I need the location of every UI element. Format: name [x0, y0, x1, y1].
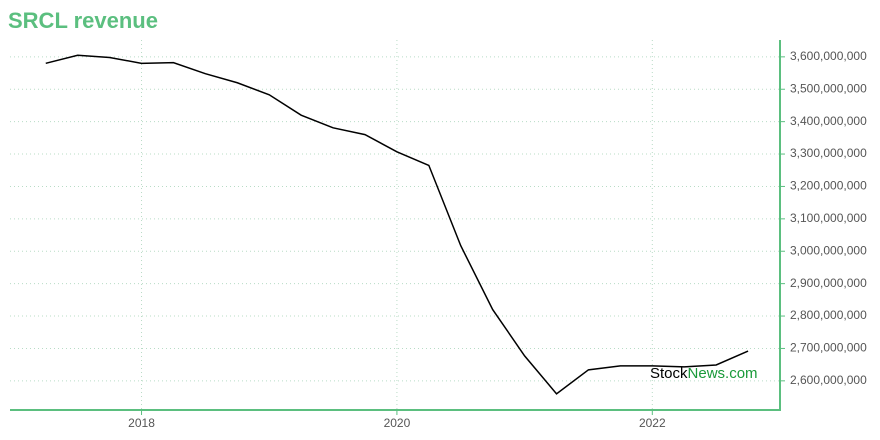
watermark-prefix: Stock	[650, 365, 688, 382]
y-tick-label: 3,500,000,000	[790, 81, 867, 95]
y-tick-label: 3,100,000,000	[790, 211, 867, 225]
y-tick-label: 3,200,000,000	[790, 179, 867, 193]
y-tick-label: 3,000,000,000	[790, 243, 867, 257]
chart-title: SRCL revenue	[8, 8, 158, 33]
y-tick-label: 3,300,000,000	[790, 146, 867, 160]
watermark-suffix: News.com	[688, 365, 758, 382]
y-tick-label: 2,600,000,000	[790, 373, 867, 387]
y-tick-label: 3,400,000,000	[790, 114, 867, 128]
x-tick-label: 2022	[639, 416, 666, 430]
x-tick-label: 2020	[384, 416, 411, 430]
y-tick-label: 2,800,000,000	[790, 308, 867, 322]
y-tick-label: 3,600,000,000	[790, 49, 867, 63]
watermark: StockNews.com	[650, 365, 758, 382]
y-tick-label: 2,900,000,000	[790, 276, 867, 290]
line-series	[45, 54, 749, 395]
x-tick-label: 2018	[128, 416, 155, 430]
y-tick-label: 2,700,000,000	[790, 341, 867, 355]
